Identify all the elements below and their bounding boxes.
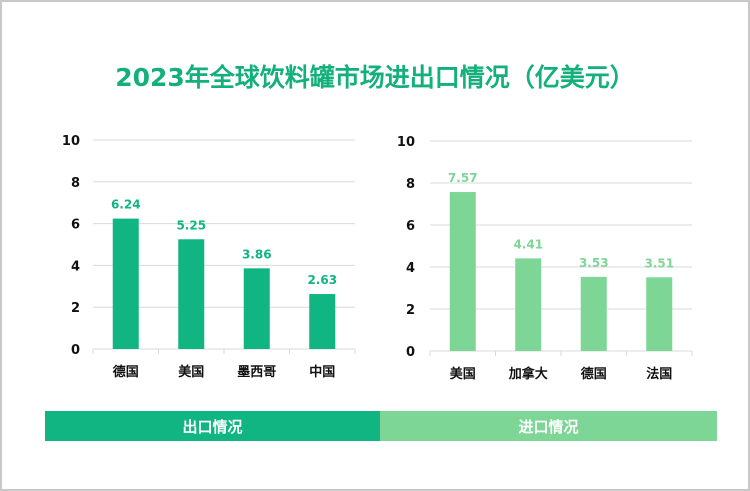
data-label: 4.41: [513, 237, 543, 251]
y-tick-label: 8: [71, 176, 80, 191]
x-tick-label: 墨西哥: [237, 364, 276, 380]
y-tick-label: 0: [71, 343, 80, 358]
x-tick-label: 德国: [581, 366, 607, 382]
x-tick-label: 美国: [178, 364, 204, 380]
y-tick-label: 6: [71, 218, 80, 233]
y-tick-label: 4: [71, 259, 80, 274]
data-label: 6.24: [111, 198, 141, 212]
bar: [580, 276, 607, 351]
bar: [449, 192, 476, 351]
import-band: 进口情况: [380, 411, 717, 441]
bar: [178, 239, 205, 349]
y-tick-label: 2: [71, 301, 80, 316]
data-label: 3.51: [644, 256, 674, 270]
y-tick-label: 10: [62, 134, 80, 149]
data-label: 3.86: [242, 247, 272, 261]
x-tick-label: 德国: [113, 364, 139, 380]
y-tick-label: 2: [406, 303, 415, 318]
x-tick-label: 美国: [450, 366, 476, 382]
bar: [243, 268, 270, 349]
y-tick-label: 8: [406, 177, 415, 192]
x-tick-label: 法国: [646, 366, 672, 382]
data-label: 7.57: [448, 171, 478, 185]
y-tick-label: 4: [406, 261, 415, 276]
data-label: 3.53: [579, 256, 609, 270]
export-band: 出口情况: [45, 411, 380, 441]
bar: [112, 218, 139, 349]
x-tick-label: 中国: [309, 364, 335, 380]
chart-title: 2023年全球饮料罐市场进出口情况（亿美元）: [115, 63, 635, 92]
data-label: 2.63: [307, 273, 337, 287]
y-tick-label: 0: [406, 345, 415, 360]
bar: [309, 294, 336, 349]
y-tick-label: 6: [406, 219, 415, 234]
bar: [515, 258, 542, 351]
bar: [646, 277, 673, 351]
y-tick-label: 10: [397, 135, 415, 150]
data-label: 5.25: [176, 218, 206, 232]
x-tick-label: 加拿大: [508, 366, 548, 382]
